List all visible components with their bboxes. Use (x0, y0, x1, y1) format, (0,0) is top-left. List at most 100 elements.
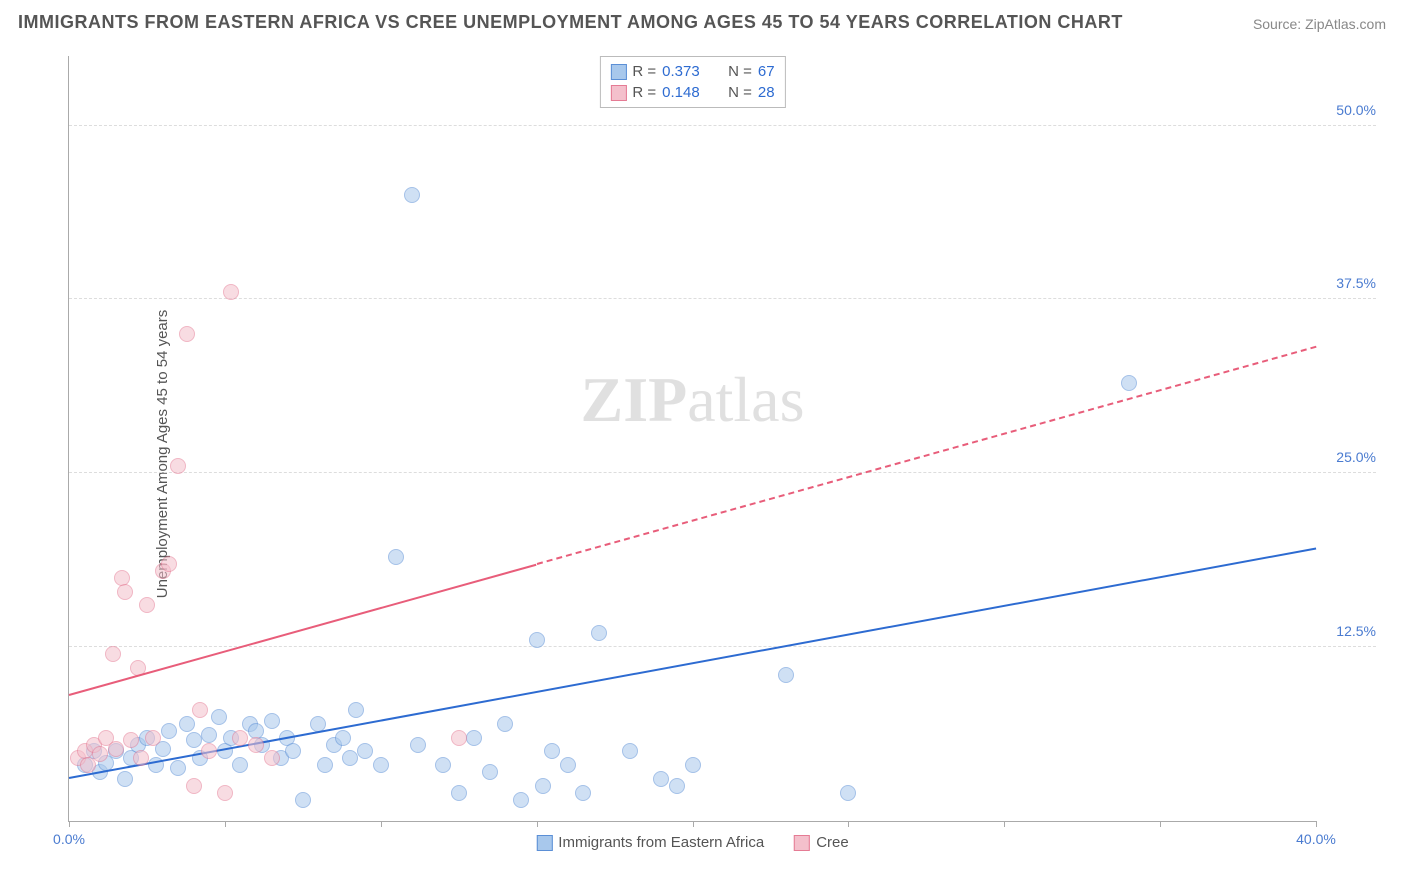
x-tick (69, 821, 70, 827)
data-point (622, 743, 638, 759)
data-point (295, 792, 311, 808)
data-point (170, 760, 186, 776)
legend-n-label: N = (728, 63, 752, 80)
data-point (211, 709, 227, 725)
chart-container: Unemployment Among Ages 45 to 54 years Z… (38, 56, 1386, 852)
x-tick (1316, 821, 1317, 827)
legend-r-label: R = (632, 63, 656, 80)
legend-series: Immigrants from Eastern Africa Cree (536, 834, 848, 851)
x-tick (693, 821, 694, 827)
data-point (108, 741, 124, 757)
legend-stats: R = 0.373 N = 67 R = 0.148 N = 28 (599, 56, 785, 108)
data-point (529, 632, 545, 648)
data-point (201, 727, 217, 743)
x-tick-label: 40.0% (1296, 831, 1336, 847)
data-point (544, 743, 560, 759)
legend-swatch (610, 85, 626, 101)
legend-item: Cree (794, 834, 849, 851)
x-tick (537, 821, 538, 827)
data-point (404, 187, 420, 203)
legend-n-value: 67 (758, 63, 775, 80)
data-point (1121, 375, 1137, 391)
legend-n-label: N = (728, 84, 752, 101)
data-point (201, 743, 217, 759)
data-point (388, 549, 404, 565)
source-label: Source: ZipAtlas.com (1253, 16, 1386, 32)
x-tick (381, 821, 382, 827)
data-point (179, 716, 195, 732)
x-tick (1160, 821, 1161, 827)
data-point (335, 730, 351, 746)
data-point (264, 713, 280, 729)
x-tick (1004, 821, 1005, 827)
y-tick-label: 37.5% (1336, 275, 1376, 291)
data-point (357, 743, 373, 759)
legend-stat-row: R = 0.373 N = 67 (610, 61, 774, 82)
plot-area: ZIPatlas R =0.373N =67R =0.148N =28 Immi… (68, 56, 1316, 822)
data-point (223, 284, 239, 300)
x-tick (848, 821, 849, 827)
data-point (669, 778, 685, 794)
data-point (575, 785, 591, 801)
data-point (482, 764, 498, 780)
data-point (435, 757, 451, 773)
chart-title: IMMIGRANTS FROM EASTERN AFRICA VS CREE U… (18, 12, 1123, 33)
data-point (451, 730, 467, 746)
data-point (161, 723, 177, 739)
data-point (192, 702, 208, 718)
gridline (69, 125, 1376, 126)
data-point (317, 757, 333, 773)
data-point (232, 730, 248, 746)
data-point (133, 750, 149, 766)
watermark-zip: ZIP (581, 364, 688, 435)
data-point (217, 743, 233, 759)
data-point (139, 597, 155, 613)
x-tick (225, 821, 226, 827)
data-point (342, 750, 358, 766)
legend-r-value: 0.373 (662, 63, 712, 80)
data-point (840, 785, 856, 801)
data-point (80, 757, 96, 773)
data-point (591, 625, 607, 641)
data-point (161, 556, 177, 572)
data-point (117, 584, 133, 600)
y-tick-label: 12.5% (1336, 623, 1376, 639)
legend-r-value: 0.148 (662, 84, 712, 101)
data-point (451, 785, 467, 801)
data-point (117, 771, 133, 787)
data-point (348, 702, 364, 718)
data-point (466, 730, 482, 746)
data-point (248, 737, 264, 753)
y-tick-label: 50.0% (1336, 102, 1376, 118)
data-point (232, 757, 248, 773)
data-point (497, 716, 513, 732)
x-tick-label: 0.0% (53, 831, 85, 847)
data-point (264, 750, 280, 766)
data-point (778, 667, 794, 683)
watermark-atlas: atlas (687, 364, 804, 435)
legend-label: Cree (816, 834, 849, 851)
data-point (373, 757, 389, 773)
data-point (560, 757, 576, 773)
data-point (217, 785, 233, 801)
legend-r-label: R = (632, 84, 656, 101)
data-point (186, 778, 202, 794)
data-point (535, 778, 551, 794)
data-point (653, 771, 669, 787)
legend-stat-row: R = 0.148 N = 28 (610, 82, 774, 103)
gridline (69, 472, 1376, 473)
data-point (105, 646, 121, 662)
data-point (179, 326, 195, 342)
trend-line (69, 563, 537, 695)
data-point (186, 732, 202, 748)
data-point (123, 732, 139, 748)
legend-n-value: 28 (758, 84, 775, 101)
data-point (92, 746, 108, 762)
legend-item: Immigrants from Eastern Africa (536, 834, 764, 851)
data-point (170, 458, 186, 474)
data-point (285, 743, 301, 759)
gridline (69, 298, 1376, 299)
data-point (410, 737, 426, 753)
data-point (145, 730, 161, 746)
trend-line (536, 346, 1316, 565)
